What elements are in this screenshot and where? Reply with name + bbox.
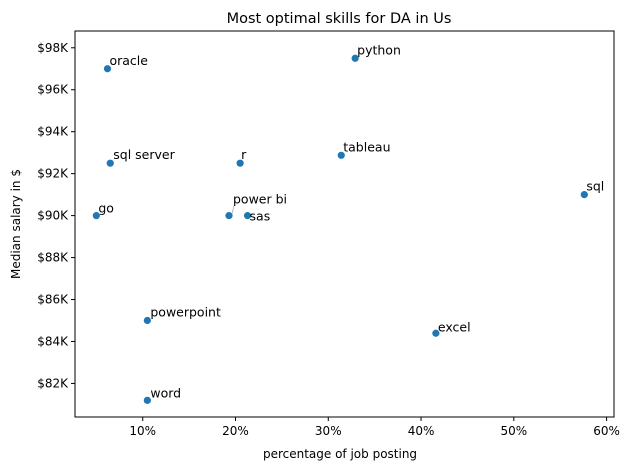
y-axis-label: Median salary in $ xyxy=(9,169,23,279)
data-point xyxy=(106,159,114,167)
data-point xyxy=(143,396,151,404)
label-leader-lines xyxy=(231,205,235,214)
point-label: word xyxy=(150,385,181,400)
data-point xyxy=(236,159,244,167)
point-label: sql server xyxy=(113,147,175,162)
point-label: powerpoint xyxy=(150,305,221,320)
point-label: sas xyxy=(250,209,271,224)
point-label: sql xyxy=(586,179,604,194)
y-tick-label: $86K xyxy=(37,293,69,307)
data-point xyxy=(432,329,440,337)
x-tick-label: 10% xyxy=(129,424,156,438)
x-axis-label: percentage of job posting xyxy=(263,447,417,461)
point-label: power bi xyxy=(233,192,287,207)
axis-ticks: 10% 20% 30% 40% 50% 60% $82K $84K $86K $88K $90K $9… xyxy=(37,41,620,438)
data-point xyxy=(580,191,588,199)
y-tick-label: $88K xyxy=(37,251,69,265)
data-point xyxy=(337,151,345,159)
data-point xyxy=(143,316,151,325)
data-point xyxy=(225,212,233,220)
point-label: r xyxy=(241,147,247,162)
x-tick-label: 50% xyxy=(500,424,527,438)
data-point xyxy=(243,212,252,220)
data-point xyxy=(92,212,100,220)
plot-frame xyxy=(74,30,615,418)
x-tick-label: 40% xyxy=(408,424,435,438)
point-label: python xyxy=(357,42,401,57)
y-tick-label: $82K xyxy=(37,376,69,390)
y-tick-label: $84K xyxy=(37,334,69,348)
y-tick-label: $90K xyxy=(37,209,69,223)
data-points xyxy=(92,54,588,404)
data-point xyxy=(103,65,112,73)
x-tick-label: 20% xyxy=(222,424,249,438)
point-labels: oracle python sql server r tableau sql go power… xyxy=(98,42,604,400)
point-label: oracle xyxy=(109,53,148,68)
point-label: go xyxy=(98,201,114,216)
data-point xyxy=(351,54,359,62)
point-label: excel xyxy=(438,319,471,334)
x-tick-label: 60% xyxy=(593,424,620,438)
y-tick-label: $96K xyxy=(37,83,69,97)
y-tick-label: $94K xyxy=(37,125,69,139)
point-label: tableau xyxy=(343,139,390,154)
x-tick-label: 30% xyxy=(315,424,342,438)
chart-title: Most optimal skills for DA in Us xyxy=(227,11,452,27)
y-tick-label: $98K xyxy=(37,41,69,55)
y-tick-label: $92K xyxy=(37,167,69,181)
leader-line xyxy=(231,205,235,214)
